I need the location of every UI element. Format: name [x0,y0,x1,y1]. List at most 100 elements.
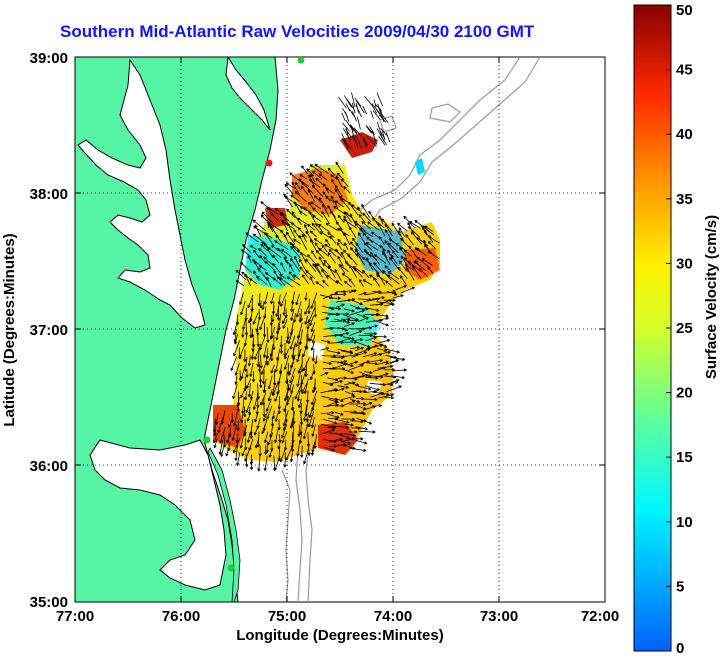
velocity-arrow [310,238,318,253]
velocity-arrow [233,438,241,454]
velocity-arrow [335,248,343,258]
axis-tick-marks [75,57,605,602]
velocity-arrow [233,340,241,357]
x-tick-label: 75:00 [268,608,306,625]
velocity-arrow [334,418,350,424]
velocity-arrow [235,269,247,281]
velocity-arrow [289,367,296,384]
velocity-arrow [279,277,293,288]
velocity-arrow [322,418,338,425]
velocity-arrow [337,326,348,332]
velocity-arrow [382,251,391,266]
velocity-arrow [362,352,378,358]
velocity-arrow [296,217,307,225]
velocity-arrow [320,411,335,415]
velocity-arrow [370,343,384,349]
velocity-arrow [357,232,366,244]
velocity-arrow [344,390,355,396]
velocity-arrow [279,447,286,463]
velocity-arrow [398,227,405,237]
velocity-arrow [236,419,240,432]
velocity-arrow [335,161,344,174]
velocity-arrow [316,263,328,274]
velocity-arrow [343,322,355,327]
velocity-arrow [328,380,343,385]
velocity-arrow [301,233,308,243]
velocity-arrow [307,440,311,456]
velocity-arrow [301,165,309,175]
velocity-arrow [407,260,422,272]
velocity-arrow [337,312,350,316]
velocity-arrow [355,135,363,150]
velocity-arrow [391,368,407,372]
velocity-arrow [298,398,302,409]
colorbar-tick-label: 45 [676,62,693,79]
velocity-arrow [355,242,364,253]
velocity-arrow [310,201,322,210]
velocity-arrow [290,194,300,202]
velocity-arrow [242,243,251,253]
velocity-arrow [268,447,273,458]
velocity-arrow [322,203,330,218]
velocity-arrow [261,211,274,224]
velocity-arrow [371,130,378,145]
velocity-arrow [355,426,368,431]
velocity-arrow [313,300,317,318]
colorbar-tick-label: 35 [676,191,693,208]
velocity-arrow [352,134,359,148]
velocity-arrow [236,403,240,412]
velocity-arrow [239,434,245,449]
velocity-arrow [321,339,331,344]
velocity-arrow [349,309,365,316]
velocity-arrow [277,403,281,415]
velocity-arrow [305,258,317,273]
velocity-arrow [355,348,371,355]
velocity-arrow [267,432,274,446]
velocity-arrow [338,96,347,109]
velocity-arrow [247,383,252,398]
velocity-arrow [310,321,316,333]
velocity-arrow [369,335,387,339]
colorbar-tick-label: 15 [676,449,693,466]
velocity-arrow [365,125,372,134]
velocity-arrow [424,225,434,232]
velocity-arrow [384,240,394,252]
velocity-arrow [399,275,407,285]
velocity-arrow [282,319,288,329]
velocity-arrow [256,275,268,285]
velocity-arrow [275,234,283,244]
velocity-arrow [263,242,274,258]
velocity-arrow [276,276,286,286]
velocity-arrow [213,438,218,449]
velocity-arrow [345,120,354,132]
velocity-arrow [275,329,280,341]
velocity-arrow [390,379,400,384]
velocity-arrow [312,170,323,180]
velocity-arrow [290,258,301,273]
gap-hole [308,340,325,360]
velocity-arrow [338,195,350,204]
velocity-arrow [296,440,301,457]
velocity-arrow [342,369,354,374]
velocity-arrow [314,355,318,365]
velocity-arrow [315,281,325,288]
velocity-arrow [299,266,309,278]
velocity-arrow [240,411,244,424]
velocity-arrow [362,397,378,402]
velocity-arrow [341,133,348,145]
velocity-arrow [258,248,268,257]
velocity-arrow [266,276,272,287]
velocity-arrow [400,286,415,294]
velocity-arrow [292,274,301,281]
x-tick-label: 72:00 [581,608,619,625]
velocity-arrow [391,284,407,292]
velocity-arrow [337,214,345,223]
velocity-arrow [310,444,315,456]
velocity-arrow [348,360,359,365]
velocity-arrow [361,221,372,230]
velocity-arrow [306,168,314,177]
velocity-arrow [376,347,388,352]
velocity-arrow [289,264,294,272]
velocity-arrow [357,116,361,130]
